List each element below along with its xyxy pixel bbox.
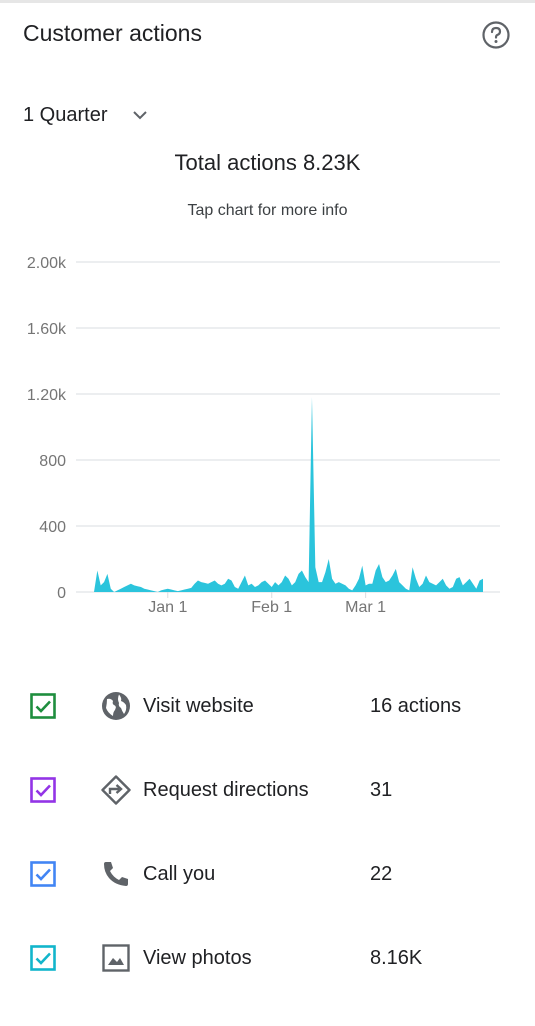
legend-row-visit-website[interactable]: Visit website 16 actions: [0, 676, 535, 736]
legend-value: 22: [370, 862, 393, 885]
total-actions: Total actions 8.23K: [174, 150, 361, 175]
legend-label: Call you: [143, 862, 216, 885]
chart-hint: Tap chart for more info: [187, 202, 348, 219]
legend-row-view-photos[interactable]: View photos 8.16K: [0, 928, 535, 988]
phone-icon: [104, 862, 128, 886]
legend-row-request-directions[interactable]: Request directions 31: [0, 760, 535, 820]
chevron-down-icon: [133, 111, 148, 120]
legend-value: 8.16K: [370, 946, 423, 969]
checkbox-call-you[interactable]: [30, 861, 56, 887]
x-tick-label: Mar 1: [345, 599, 386, 616]
legend-value: 31: [370, 778, 393, 801]
actions-chart[interactable]: 0 400 800 1.20k 1.60k 2.00k Jan 1 Feb 1 Mar 1: [0, 240, 535, 625]
checkbox-request-directions[interactable]: [30, 777, 56, 803]
y-tick-label: 2.00k: [27, 255, 67, 272]
help-icon[interactable]: [481, 20, 511, 50]
legend-label: View photos: [143, 946, 252, 969]
y-tick-label: 800: [39, 453, 66, 470]
globe-icon: [102, 692, 130, 720]
legend-label: Visit website: [143, 694, 254, 717]
checkbox-visit-website[interactable]: [30, 693, 56, 719]
series-area[interactable]: [94, 397, 483, 592]
top-divider: [0, 0, 535, 3]
image-icon: [102, 944, 130, 972]
y-tick-label: 400: [39, 519, 66, 536]
legend-label: Request directions: [143, 778, 309, 801]
legend-value: 16 actions: [370, 694, 462, 717]
checkbox-view-photos[interactable]: [30, 945, 56, 971]
y-tick-label: 1.60k: [27, 321, 67, 338]
x-tick-label: Feb 1: [251, 599, 292, 616]
directions-icon: [101, 775, 131, 805]
y-tick-label: 0: [57, 585, 66, 602]
period-dropdown[interactable]: 1 Quarter: [23, 100, 149, 130]
x-tick-label: Jan 1: [148, 599, 187, 616]
period-selected-value: 1 Quarter: [23, 103, 108, 126]
y-tick-label: 1.20k: [27, 387, 67, 404]
legend-row-call-you[interactable]: Call you 22: [0, 844, 535, 904]
card-title: Customer actions: [23, 20, 202, 46]
